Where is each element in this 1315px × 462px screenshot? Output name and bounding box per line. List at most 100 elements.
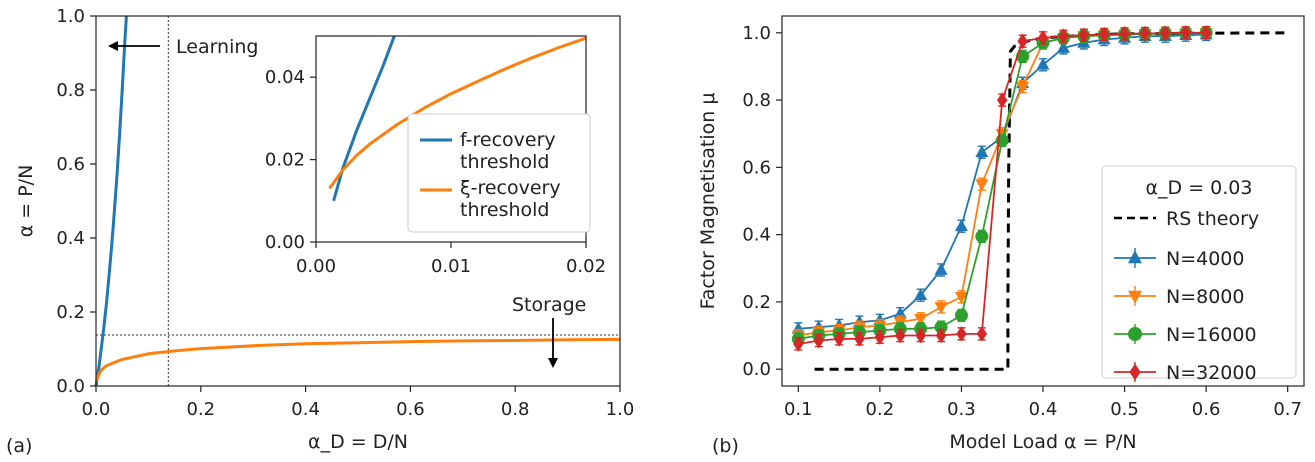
panel-b-y-tick-label-3: 0.6 <box>742 157 771 178</box>
panel-a-x-tick-label-0: 0.0 <box>82 399 111 420</box>
panel-b-x-tick-label-3: 0.4 <box>1029 399 1058 420</box>
panel-a-y-tick-label-1: 0.2 <box>56 302 85 323</box>
inset-x-tick-label-2: 0.02 <box>566 256 606 277</box>
panel-a-y-ticks: 0.0 0.2 0.4 0.6 0.8 1.0 <box>56 6 96 397</box>
panel-b-x-tick-label-2: 0.3 <box>947 399 976 420</box>
panel-b-data-point-3-4 <box>874 329 886 346</box>
panel-b-data-point-2-8 <box>954 308 968 322</box>
panel-a-x-tick-label-4: 0.8 <box>501 399 530 420</box>
panel-b-data-point-0-12 <box>1036 57 1050 70</box>
panel-b-data-point-3-17 <box>1139 25 1151 42</box>
panel-a-series <box>94 15 621 387</box>
panel-b-data-point-3-2 <box>833 331 845 347</box>
panel-a-y-tick-label-0: 0.0 <box>56 376 85 397</box>
panel-b-data-point-3-16 <box>1119 26 1130 42</box>
legend-label-rs-theory: RS theory <box>1166 208 1259 230</box>
panel-b-y-tick-label-2: 0.4 <box>742 225 771 246</box>
panel-b-x-ticks: 0.1 0.2 0.3 0.4 0.5 0.6 0.7 <box>784 386 1302 420</box>
panel-b-x-tick-label-1: 0.2 <box>866 399 895 420</box>
panel-a-frame <box>95 15 621 387</box>
panel-a: (a) 0.0 0.2 0.4 0.6 0.8 1.0 0.0 0.2 0.4 0.6 0.8 1.… <box>6 6 634 457</box>
panel-b-data-point-1-6 <box>914 313 928 326</box>
panel-b-data-point-3-7 <box>935 327 947 344</box>
panel-b-legend-box <box>1101 165 1297 379</box>
panel-b-data-point-3-1 <box>813 332 824 349</box>
inset-y-tick-label-2: 0.04 <box>265 67 305 88</box>
panel-b-data-point-2-7 <box>934 320 948 334</box>
panel-b-x-axis-label: Model Load α = P/N <box>949 431 1136 453</box>
learning-arrow-icon <box>108 41 118 51</box>
inset-legend-xi-label: ξ-recovery threshold <box>460 177 567 221</box>
legend-swatch-marker-1 <box>1128 290 1142 304</box>
panel-b-legend-title: α_D = 0.03 <box>1146 177 1253 199</box>
inset-legend-xi-line2: threshold <box>460 199 549 221</box>
panel-a-y-tick-label-3: 0.6 <box>56 154 85 175</box>
inset-x-tick-label-0: 0.00 <box>296 256 336 277</box>
panel-b-data-point-0-8 <box>954 219 968 232</box>
panel-b-label: (b) <box>712 435 739 457</box>
inset-y-ticks: 0.00 0.02 0.04 <box>265 67 316 253</box>
panel-b-y-tick-label-4: 0.8 <box>742 90 771 111</box>
legend-label-series-2: N=16000 <box>1166 324 1257 346</box>
panel-a-inset: 0.00 0.01 0.02 0.00 0.02 0.04 f-recovery thr… <box>265 35 606 277</box>
legend-swatch-marker-2 <box>1128 327 1142 341</box>
panel-b-data-point-0-13 <box>1056 40 1070 53</box>
panel-b-data-point-3-18 <box>1160 25 1171 41</box>
panel-b-data-point-3-3 <box>854 331 865 347</box>
panel-b-data-point-1-8 <box>954 291 968 305</box>
panel-a-x-tick-label-2: 0.4 <box>291 399 320 420</box>
panel-b-data-point-0-9 <box>975 145 989 158</box>
panel-b-y-ticks: 0.0 0.2 0.4 0.6 0.8 1.0 <box>742 23 782 380</box>
panel-b-data-point-1-11 <box>1016 81 1030 94</box>
inset-legend-f-label: f-recovery threshold <box>460 129 562 173</box>
panel-b-data-point-3-14 <box>1078 27 1089 43</box>
storage-arrow-icon <box>548 358 558 368</box>
panel-b-data-point-3-11 <box>1017 33 1028 50</box>
legend-label-series-3: N=32000 <box>1166 362 1257 384</box>
panel-a-x-axis-label: α_D = D/N <box>308 431 408 453</box>
learning-annotation: Learning <box>176 36 259 58</box>
panel-b: (b) 0.1 0.2 0.3 0.4 0.5 0.6 0.7 0.0 0.2 0.4 0.6 0.… <box>697 15 1305 457</box>
panel-a-y-tick-label-2: 0.4 <box>56 228 85 249</box>
panel-b-data-point-3-20 <box>1200 25 1212 41</box>
inset-y-tick-label-1: 0.02 <box>265 150 305 171</box>
panel-b-x-tick-label-4: 0.5 <box>1110 399 1139 420</box>
panel-a-x-tick-label-1: 0.2 <box>186 399 215 420</box>
inset-legend: f-recovery threshold ξ-recovery threshol… <box>407 113 591 233</box>
inset-legend-box <box>407 113 591 233</box>
panel-a-y-tick-label-5: 1.0 <box>56 6 85 27</box>
legend-label-series-0: N=4000 <box>1166 248 1245 270</box>
panel-b-data-point-3-19 <box>1180 25 1191 41</box>
panel-b-data-point-3-8 <box>956 326 967 342</box>
legend-swatch-marker-3 <box>1129 363 1141 381</box>
panel-a-x-ticks: 0.0 0.2 0.4 0.6 0.8 1.0 <box>82 386 635 420</box>
storage-annotation: Storage <box>512 294 586 316</box>
panel-b-data-point-0-7 <box>934 262 948 275</box>
panel-b-data-point-3-6 <box>915 327 926 344</box>
panel-b-y-tick-label-5: 1.0 <box>742 23 771 44</box>
panel-b-data-point-2-9 <box>975 229 989 243</box>
panel-a-label: (a) <box>6 435 32 457</box>
panel-b-x-tick-label-0: 0.1 <box>784 399 813 420</box>
panel-b-data-point-3-0 <box>793 336 804 352</box>
panel-b-data-point-3-15 <box>1098 26 1110 43</box>
panel-b-y-tick-label-0: 0.0 <box>742 359 771 380</box>
panel-a-x-tick-label-3: 0.6 <box>396 399 425 420</box>
panel-b-data-point-3-13 <box>1058 28 1069 44</box>
panel-b-data-point-3-10 <box>997 92 1008 108</box>
panel-b-data-point-0-6 <box>914 288 928 301</box>
panel-b-x-tick-label-6: 0.7 <box>1273 399 1302 420</box>
inset-legend-f-line1: f-recovery <box>460 129 556 151</box>
panel-a-x-tick-label-5: 1.0 <box>606 399 635 420</box>
inset-series <box>328 35 587 202</box>
panel-b-x-tick-label-5: 0.6 <box>1192 399 1221 420</box>
panel-a-y-axis-label: α = P/N <box>15 165 37 238</box>
inset-x-tick-label-1: 0.01 <box>431 256 471 277</box>
panel-a-series-line-0 <box>94 15 128 387</box>
panel-b-legend: α_D = 0.03 RS theory N=4000 N=8000 N=16000… <box>1101 165 1297 384</box>
panel-b-data-point-3-12 <box>1037 30 1049 46</box>
inset-x-ticks: 0.00 0.01 0.02 <box>296 242 606 277</box>
panel-b-data-point-1-9 <box>975 179 989 192</box>
panel-a-reference-lines <box>96 16 620 386</box>
